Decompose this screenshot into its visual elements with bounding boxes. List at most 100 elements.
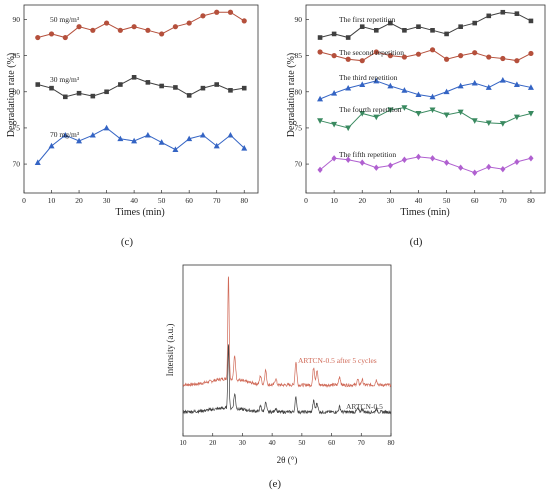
panel-d-data-point [443, 56, 450, 62]
panel-d-data-point [443, 112, 450, 119]
panel-d-x-tick-label: 30 [387, 196, 395, 205]
panel-d-data-point [331, 121, 338, 128]
panel-c-data-point [214, 82, 220, 87]
panel-d-x-tick-label: 50 [443, 196, 451, 205]
panel-c-x-tick-label: 50 [158, 196, 166, 205]
panel-d-data-point [457, 109, 464, 116]
panel-d-data-point [443, 159, 450, 166]
panel-c-data-point [131, 137, 138, 144]
panel-c-data-point [200, 85, 206, 91]
panel-d-data-point [401, 156, 408, 163]
panel-d-data-point [416, 24, 421, 29]
panel-d-data-point [499, 121, 506, 127]
panel-d-y-tick-label: 90 [295, 15, 303, 24]
panel-d-plot-frame [305, 4, 546, 194]
panel-d-data-point [415, 153, 422, 161]
panel-c-y-tick-label: 90 [13, 15, 21, 24]
panel-c-data-point [144, 131, 151, 138]
panel-d-series-label: The fourth repetition [339, 105, 402, 114]
panel-d-data-point [359, 111, 366, 117]
panel-e-pattern-line [182, 276, 392, 388]
panel-c-y-tick-label: 75 [13, 124, 21, 133]
panel-d-data-point [317, 35, 323, 40]
panel-d-data-point [514, 158, 520, 166]
panel-d-series-line [319, 79, 532, 100]
panel-d-data-point [499, 77, 506, 83]
panel-d-data-point [486, 163, 492, 171]
panel-d-data-point [401, 54, 408, 60]
panel-e-x-tick-label: 20 [209, 439, 217, 447]
panel-c-data-point [241, 144, 248, 151]
panel-d-x-tick-label: 40 [415, 196, 423, 205]
panel-d-data-point [359, 24, 365, 29]
panel-c-data-point [131, 75, 137, 80]
panel-d-data-point [373, 164, 379, 171]
panel-d-data-point [415, 111, 422, 117]
panel-c-data-point [103, 124, 110, 131]
panel-d-y-tick-label: 85 [295, 51, 303, 60]
panel-e-series-label: ARTCN-0.5 [346, 402, 383, 411]
panel-c-data-point [76, 137, 83, 144]
panel-d-data-point [345, 56, 351, 62]
panel-d-data-point [373, 49, 379, 55]
panel-e-x-tick-label: 70 [358, 439, 366, 447]
panel-c-x-tick-label: 70 [213, 196, 221, 205]
panel-c-data-point [117, 27, 123, 33]
panel-c-data-point [199, 131, 206, 138]
panel-d-data-point [331, 155, 337, 162]
panel-c-xlabel: Times (min) [115, 207, 164, 218]
panel-c-data-point [241, 18, 247, 24]
panel-c-data-point [227, 9, 234, 15]
panel-d-data-point [457, 82, 464, 89]
panel-d-ylabel: Degradation rate (%) [286, 53, 297, 137]
panel-c-data-point [158, 139, 165, 145]
panel-e-ylabel: Intensity (a.u.) [165, 324, 175, 377]
panel-c-data-point [241, 85, 247, 91]
panel-d-data-point [317, 49, 323, 55]
panel-d-x-tick-label: 60 [471, 196, 479, 205]
panel-d-data-point [486, 13, 492, 19]
panel-c-data-point [227, 131, 234, 138]
panel-d-data-point [373, 77, 380, 84]
panel-c-data-point [186, 20, 192, 26]
panel-d-x-tick-label: 20 [358, 196, 366, 205]
panel-c-data-point [76, 24, 82, 30]
panel-c-data-point [186, 135, 193, 142]
panel-d-data-point [513, 114, 520, 121]
panel-d-data-point [331, 90, 338, 96]
panel-d-data-point [429, 47, 436, 53]
panel-d-data-point [387, 162, 393, 169]
panel-d-data-point [527, 84, 534, 90]
panel-d-x-tick-label: 10 [330, 196, 338, 205]
panel-d-data-point [485, 120, 492, 127]
panel-c-series-line [37, 76, 245, 98]
panel-d-data-point [345, 156, 351, 163]
panel-c-data-point [48, 31, 55, 37]
panel-d-series-label: The third repetition [339, 73, 398, 82]
panel-e-pattern-line [183, 344, 392, 415]
panel-c-data-point [90, 27, 96, 33]
panel-d-data-point [514, 11, 520, 16]
panel-d-data-point [513, 81, 520, 87]
panel-e-label: (e) [269, 478, 282, 490]
panel-d-y-tick-label: 70 [295, 160, 303, 169]
panel-c-series-line [37, 127, 245, 163]
panel-c-x-tick-label: 10 [48, 196, 56, 205]
panel-d-data-point [444, 31, 449, 37]
panel-d-data-point [373, 28, 379, 33]
panel-d-data-point [514, 58, 520, 64]
panel-d-data-point [486, 54, 492, 60]
panel-c-data-point [89, 131, 96, 138]
panel-c-data-point [104, 89, 109, 95]
panel-e-xlabel: 2θ (°) [277, 455, 298, 465]
panel-e-x-tick-label: 10 [180, 439, 188, 447]
panel-d-data-point [387, 107, 394, 114]
panel-c-data-point [173, 85, 178, 90]
panel-c-data-point [76, 90, 82, 96]
panel-d-data-point [359, 58, 365, 64]
panel-d-data-point [345, 84, 352, 91]
panel-c-x-tick-label: 80 [240, 196, 248, 205]
panel-c-data-point [145, 80, 151, 85]
panel-d-x-tick-label: 0 [304, 196, 308, 205]
